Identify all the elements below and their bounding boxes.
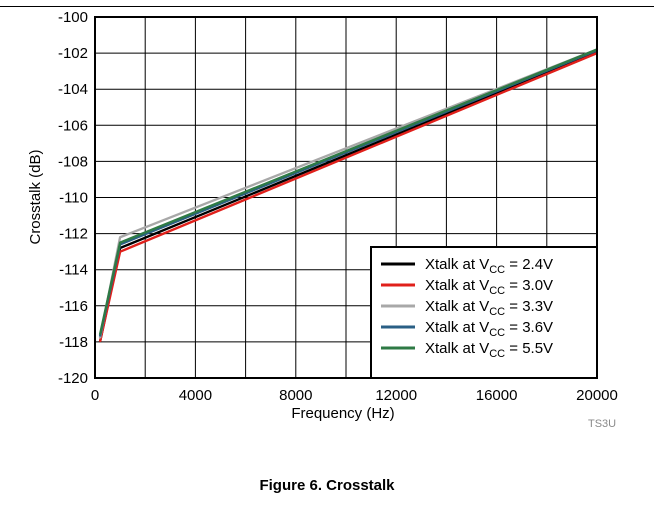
y-tick-label: -116 <box>59 298 88 315</box>
watermark-text: TS3U <box>588 418 617 430</box>
series-line-5_5v <box>98 48 598 335</box>
y-tick-label: -102 <box>58 45 88 62</box>
series-line-3_0v <box>98 51 598 343</box>
figure-caption: Figure 6. Crosstalk <box>259 477 395 494</box>
legend-label: Xtalk at VCC = 3.3V <box>425 298 553 318</box>
x-tick-label: 20000 <box>576 387 618 404</box>
y-tick-label: -110 <box>59 190 88 207</box>
x-tick-label: 8000 <box>279 387 312 404</box>
plot-frame <box>94 16 598 379</box>
x-tick-label: 0 <box>91 387 99 404</box>
y-axis-label: Crosstalk (dB) <box>27 149 44 244</box>
legend-label: Xtalk at VCC = 2.4V <box>425 256 553 276</box>
y-tick-label: -106 <box>58 117 88 134</box>
x-tick-label: 12000 <box>375 387 417 404</box>
y-tick-label: -108 <box>58 153 88 170</box>
legend-box <box>370 246 598 379</box>
legend-label: Xtalk at VCC = 3.0V <box>425 277 553 297</box>
x-tick-label: 4000 <box>179 387 212 404</box>
tick-labels: -100 -102 -104 -106 -108 -110 -112 -114 -116 -118… <box>58 9 618 404</box>
y-tick-label: -114 <box>59 262 88 279</box>
x-tick-label: 16000 <box>476 387 518 404</box>
top-rule <box>0 6 654 7</box>
y-tick-label: -104 <box>58 81 88 98</box>
x-axis-label: Frequency (Hz) <box>291 405 394 422</box>
y-tick-label: -120 <box>58 370 88 387</box>
y-tick-label: -118 <box>59 334 88 351</box>
legend-label: Xtalk at VCC = 3.6V <box>425 319 553 339</box>
y-tick-label: -100 <box>58 9 88 26</box>
legend-label: Xtalk at VCC = 5.5V <box>425 340 553 360</box>
crosstalk-chart: -100 -102 -104 -106 -108 -110 -112 -114 -116 -118… <box>27 9 618 422</box>
y-tick-label: -112 <box>59 226 88 243</box>
series-lines <box>98 48 598 343</box>
